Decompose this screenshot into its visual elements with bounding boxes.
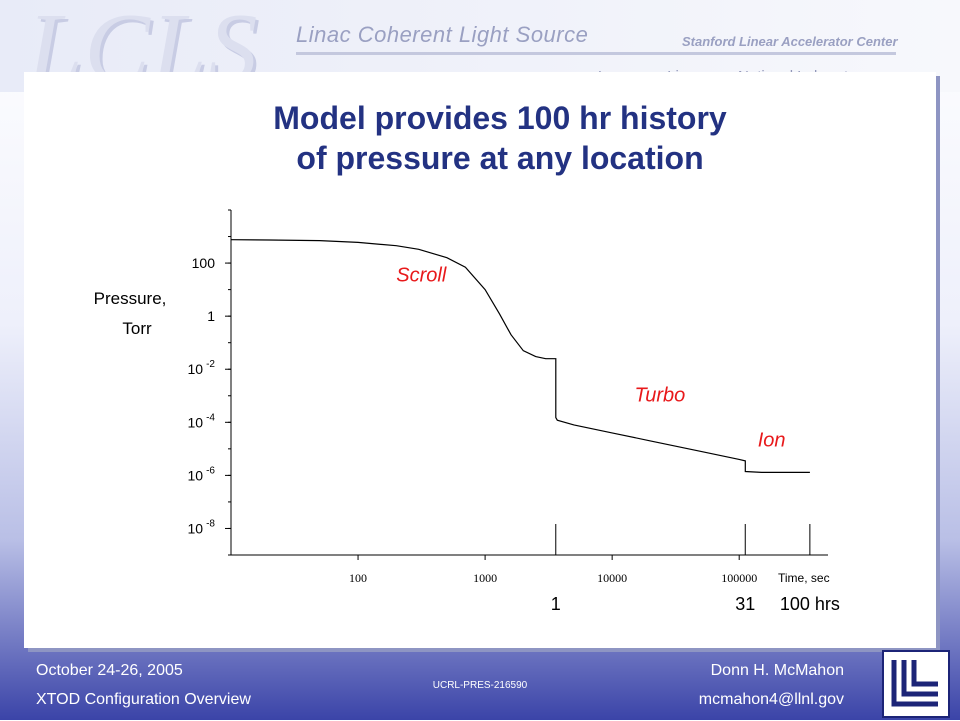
x-tick-label: 100 bbox=[349, 571, 367, 585]
chart-axes bbox=[225, 209, 828, 560]
x-axis-title: Time, sec bbox=[778, 571, 830, 585]
y-tick-label: 10 -8 bbox=[188, 518, 216, 536]
footer-email: mcmahon4@llnl.gov bbox=[698, 691, 844, 708]
slide-title: Model provides 100 hr history of pressur… bbox=[200, 98, 800, 178]
stage-label-turbo: Turbo bbox=[635, 385, 686, 407]
y-tick-label: 1 bbox=[207, 308, 215, 324]
slide-title-line2: of pressure at any location bbox=[296, 140, 704, 176]
footer-author: Donn H. McMahon bbox=[710, 662, 844, 679]
x-tick-label: 1000 bbox=[473, 571, 497, 585]
hour-marker-label: 31 bbox=[735, 594, 755, 614]
y-tick-label: 10 -2 bbox=[188, 359, 216, 377]
x-tick-label: 100000 bbox=[721, 571, 757, 585]
footer-logo-mark-icon bbox=[891, 660, 938, 707]
hour-marker-label: 100 hrs bbox=[780, 594, 840, 614]
y-axis-title-line2: Torr bbox=[122, 319, 152, 338]
content-panel bbox=[24, 72, 936, 648]
y-tick-label: 10 -4 bbox=[188, 412, 216, 430]
x-tick-label: 10000 bbox=[597, 571, 627, 585]
y-tick-label: 100 bbox=[192, 255, 216, 271]
header-divider bbox=[296, 52, 896, 55]
x-tick-labels: 100 1000 10000 100000 1 31 100 hrs bbox=[349, 571, 840, 614]
header-org-slac: Stanford Linear Accelerator Center bbox=[682, 34, 898, 49]
footer-date: October 24-26, 2005 bbox=[36, 662, 183, 679]
header-title: Linac Coherent Light Source bbox=[296, 22, 589, 47]
footer-document-id: UCRL-PRES-216590 bbox=[432, 680, 528, 691]
footer-talk-title: XTOD Configuration Overview bbox=[36, 691, 251, 708]
hour-marker-lines bbox=[555, 524, 811, 555]
pressure-series-line bbox=[230, 239, 810, 473]
y-axis-title-line1: Pressure, bbox=[94, 289, 167, 308]
hour-marker-label: 1 bbox=[551, 594, 561, 614]
stage-annotations: Scroll Turbo Ion bbox=[396, 265, 785, 452]
stage-label-scroll: Scroll bbox=[396, 265, 447, 287]
stage-label-ion: Ion bbox=[758, 430, 786, 452]
y-tick-label: 10 -6 bbox=[188, 465, 216, 483]
y-tick-labels: 100 1 10-2 10-4 10-6 10-8 bbox=[188, 255, 216, 536]
slide-title-line1: Model provides 100 hr history bbox=[273, 100, 727, 136]
footer-logo bbox=[882, 650, 950, 718]
